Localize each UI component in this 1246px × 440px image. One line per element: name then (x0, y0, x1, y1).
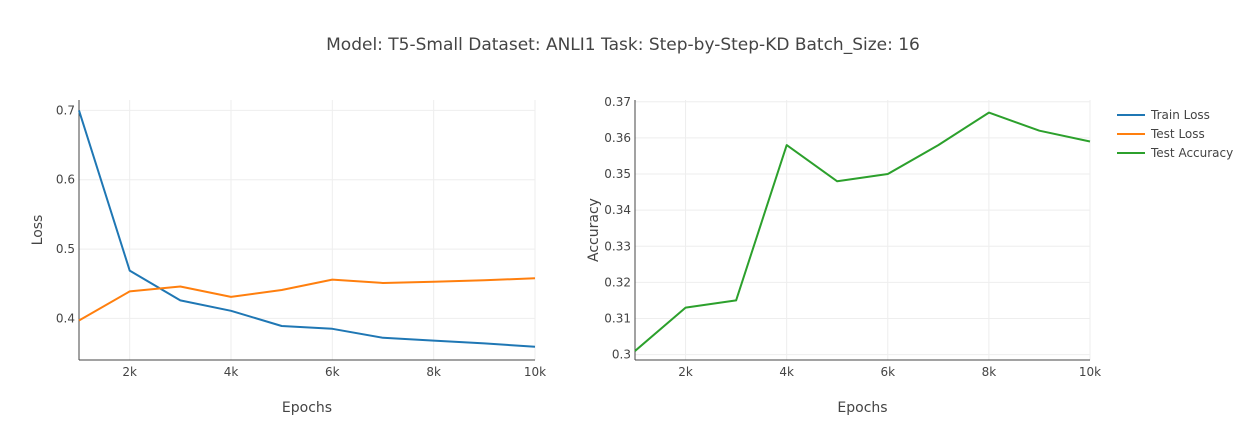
y-tick-label: 0.7 (56, 103, 75, 117)
x-tick-label: 2k (678, 365, 693, 379)
y-axis-title: Accuracy (586, 198, 602, 262)
y-tick-label: 0.4 (56, 311, 75, 325)
y-tick-label: 0.33 (604, 239, 631, 253)
x-tick-label: 8k (982, 365, 997, 379)
y-tick-label: 0.6 (56, 173, 75, 187)
y-tick-label: 0.35 (604, 167, 631, 181)
x-tick-label: 4k (779, 365, 794, 379)
x-tick-label: 10k (524, 365, 546, 379)
legend: Train Loss Test Loss Test Accuracy (1117, 108, 1233, 160)
y-tick-label: 0.34 (604, 203, 631, 217)
x-tick-label: 6k (325, 365, 340, 379)
x-axis-title: Epochs (837, 400, 887, 416)
x-axis-title: Epochs (282, 400, 332, 416)
x-tick-label: 8k (426, 365, 441, 379)
loss-plot: 0.4 0.5 0.6 0.7 2k 4k 6k 8k 10k Epochs Loss (30, 100, 546, 416)
x-tick-label: 10k (1079, 365, 1101, 379)
series-line-test-accuracy (634, 111, 1091, 352)
series-line-train-loss (78, 110, 536, 348)
chart-title: Model: T5-Small Dataset: ANLI1 Task: Ste… (326, 35, 920, 55)
x-tick-label: 6k (880, 365, 895, 379)
y-tick-label: 0.36 (604, 131, 631, 145)
y-tick-label: 0.3 (612, 348, 631, 362)
legend-label: Test Loss (1150, 127, 1205, 141)
y-tick-label: 0.37 (604, 95, 631, 109)
y-axis-title: Loss (30, 215, 46, 246)
y-tick-label: 0.5 (56, 242, 75, 256)
y-tick-label: 0.31 (604, 311, 631, 325)
legend-label: Train Loss (1150, 108, 1210, 122)
y-tick-label: 0.32 (604, 275, 631, 289)
x-tick-label: 2k (122, 365, 137, 379)
series-line-test-loss (78, 277, 536, 322)
x-tick-label: 4k (224, 365, 239, 379)
accuracy-plot: 0.3 0.31 0.32 0.33 0.34 0.35 0.36 0.37 2k 4k 6k 8k 1… (586, 95, 1101, 416)
legend-label: Test Accuracy (1150, 146, 1233, 160)
